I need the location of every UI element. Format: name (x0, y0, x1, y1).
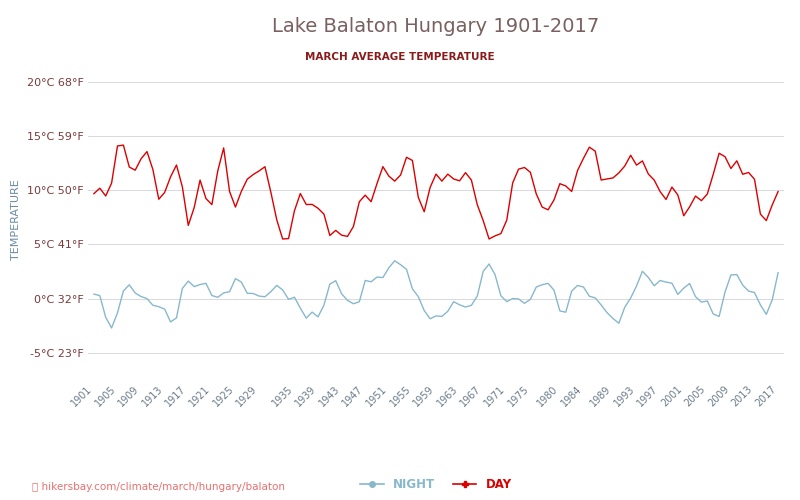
Text: MARCH AVERAGE TEMPERATURE: MARCH AVERAGE TEMPERATURE (305, 52, 495, 62)
Legend: NIGHT, DAY: NIGHT, DAY (355, 474, 517, 496)
Text: 📍 hikersbay.com/climate/march/hungary/balaton: 📍 hikersbay.com/climate/march/hungary/ba… (32, 482, 285, 492)
Y-axis label: TEMPERATURE: TEMPERATURE (11, 180, 22, 260)
Title: Lake Balaton Hungary 1901-2017: Lake Balaton Hungary 1901-2017 (272, 17, 600, 36)
